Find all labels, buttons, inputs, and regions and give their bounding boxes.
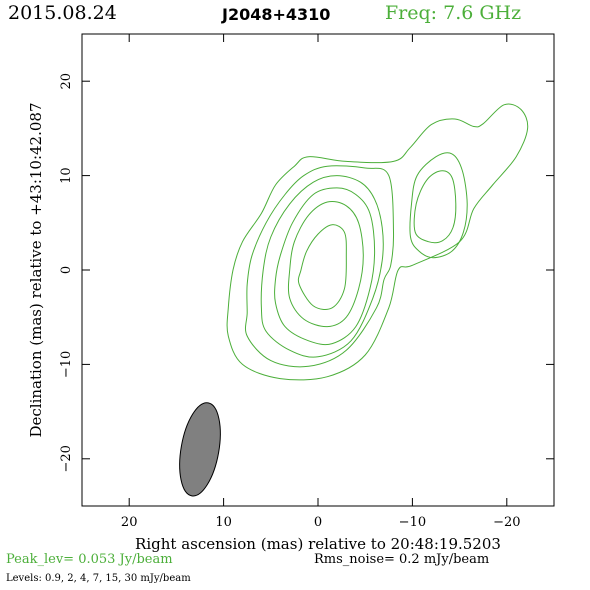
- x-tick-label: 10: [215, 515, 232, 530]
- contour-line-1: [244, 165, 395, 368]
- observation-date: 2015.08.24: [8, 2, 117, 24]
- contour-line-2: [260, 175, 384, 358]
- contour-line-7: [413, 170, 457, 244]
- contour-line-5: [297, 224, 347, 310]
- rms-noise: Rms_noise= 0.2 mJy/beam: [314, 552, 490, 567]
- y-tick-label: −10: [59, 351, 74, 378]
- x-tick-label: 0: [314, 515, 322, 530]
- contour-line-0: [226, 103, 529, 381]
- beam-layer: [179, 402, 221, 497]
- source-name: J2048+4310: [222, 5, 331, 24]
- contour-levels: Levels: 0.9, 2, 4, 7, 15, 30 mJy/beam: [6, 573, 191, 584]
- axis-ticks: [82, 34, 554, 506]
- y-tick-label: 20: [59, 73, 74, 90]
- x-tick-labels: 20 10 0 −10 −20: [121, 515, 521, 530]
- contour-line-4: [287, 200, 364, 328]
- y-tick-label: 0: [59, 266, 74, 274]
- x-tick-label: −10: [399, 515, 426, 530]
- contour-layer: [226, 103, 529, 381]
- y-axis-label: Declination (mas) relative to +43:10:42.…: [27, 102, 45, 437]
- x-tick-label: 20: [121, 515, 138, 530]
- x-tick-label: −20: [493, 515, 520, 530]
- contour-line-3: [274, 187, 376, 346]
- x-axis-label: Right ascension (mas) relative to 20:48:…: [135, 535, 501, 553]
- frequency-label: Freq: 7.6 GHz: [385, 2, 522, 24]
- y-tick-label: −20: [59, 445, 74, 472]
- beam-ellipse: [179, 402, 221, 497]
- contour-line-6: [409, 152, 468, 259]
- y-tick-labels: 20 10 0 −10 −20: [59, 73, 74, 473]
- plot-frame: [81, 33, 555, 507]
- peak-level: Peak_lev= 0.053 Jy/beam: [6, 552, 173, 567]
- y-tick-label: 10: [59, 167, 74, 184]
